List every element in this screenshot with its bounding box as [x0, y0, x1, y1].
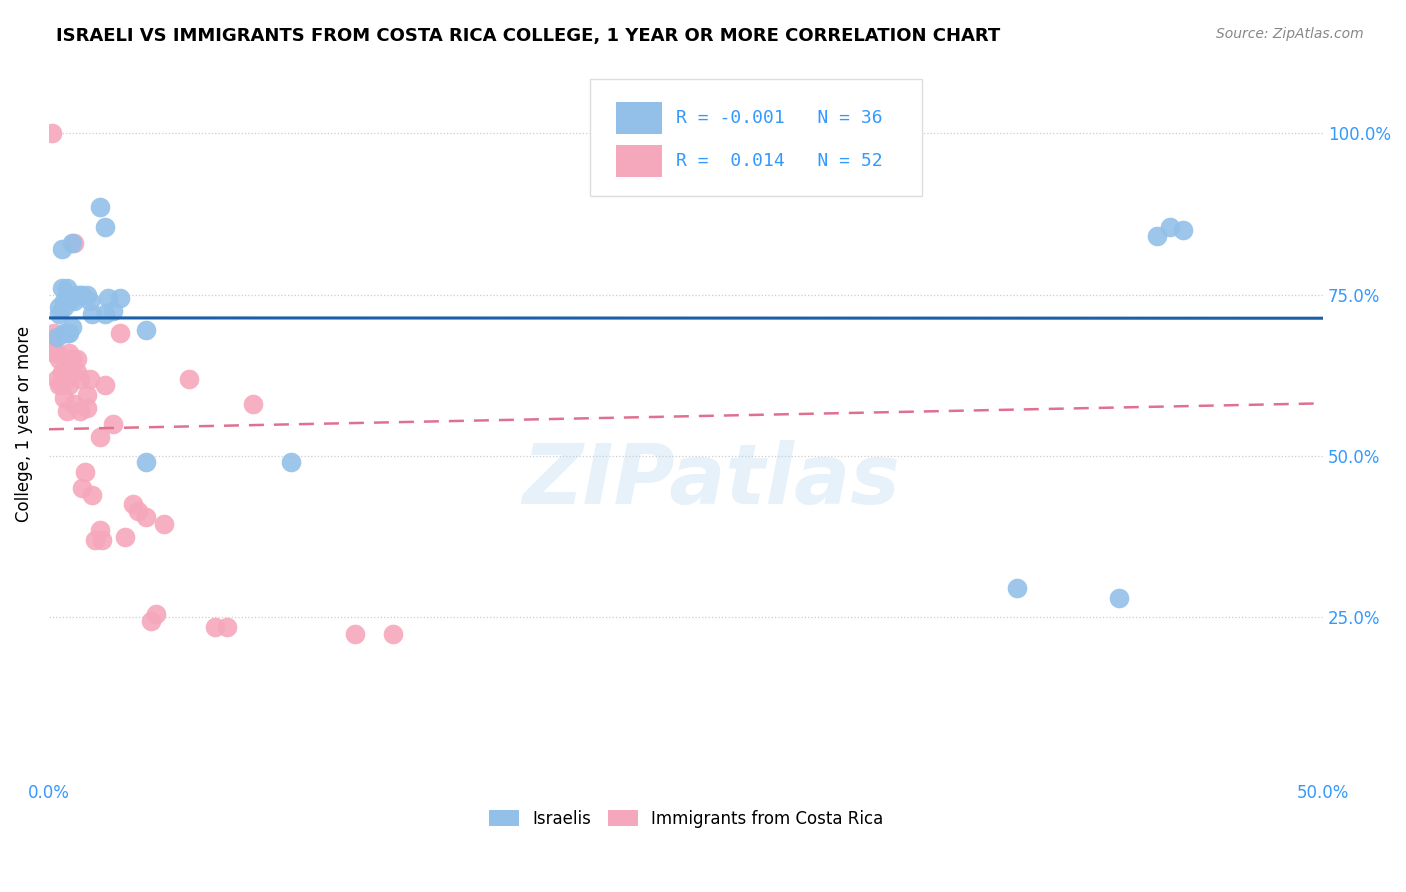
Point: [58, 378, 80, 392]
Point: [152, 516, 174, 531]
Text: R =  0.014   N = 52: R = 0.014 N = 52: [676, 152, 883, 169]
Point: [53, 293, 76, 308]
Point: [53, 365, 76, 379]
Point: [53, 375, 76, 389]
Point: [66, 352, 89, 367]
Point: [66, 365, 89, 379]
Point: [56, 326, 79, 341]
Point: [135, 455, 157, 469]
Point: [83, 533, 105, 547]
Point: [145, 607, 167, 622]
Point: [1108, 591, 1130, 606]
Point: [60, 235, 83, 250]
Point: [101, 303, 124, 318]
Point: [91, 533, 114, 547]
Point: [135, 323, 157, 337]
Point: [58, 293, 80, 308]
Text: R = -0.001   N = 36: R = -0.001 N = 36: [676, 109, 883, 128]
Point: [1146, 229, 1168, 244]
Point: [343, 626, 366, 640]
Point: [53, 301, 76, 315]
Point: [51, 378, 73, 392]
Point: [382, 626, 405, 640]
Point: [48, 352, 70, 367]
Point: [76, 287, 98, 301]
Point: [94, 307, 117, 321]
Point: [79, 293, 101, 308]
Point: [42, 326, 65, 341]
Point: [56, 404, 79, 418]
Point: [114, 530, 136, 544]
Point: [58, 359, 80, 373]
Point: [110, 291, 132, 305]
Point: [110, 326, 132, 341]
Point: [204, 620, 226, 634]
Point: [45, 345, 67, 359]
Point: [41, 339, 63, 353]
Point: [89, 523, 111, 537]
Point: [45, 371, 67, 385]
Legend: Israelis, Immigrants from Costa Rica: Israelis, Immigrants from Costa Rica: [482, 803, 890, 835]
Point: [179, 371, 201, 385]
Point: [69, 404, 91, 418]
Point: [280, 455, 302, 469]
Point: [139, 614, 162, 628]
Point: [41, 126, 63, 140]
Point: [1171, 223, 1194, 237]
Point: [56, 293, 79, 308]
Point: [70, 287, 93, 301]
Point: [82, 488, 104, 502]
Y-axis label: College, 1 year or more: College, 1 year or more: [15, 326, 32, 522]
Point: [51, 365, 73, 379]
Point: [76, 401, 98, 415]
Point: [101, 417, 124, 431]
Point: [135, 510, 157, 524]
Point: [63, 235, 86, 250]
Point: [97, 291, 120, 305]
Bar: [616, 145, 662, 177]
Point: [217, 620, 239, 634]
Point: [1159, 219, 1181, 234]
Point: [89, 200, 111, 214]
Point: [76, 387, 98, 401]
Point: [56, 365, 79, 379]
Point: [53, 391, 76, 405]
Point: [42, 345, 65, 359]
Point: [41, 333, 63, 347]
Point: [82, 307, 104, 321]
Point: [1007, 582, 1029, 596]
Point: [58, 345, 80, 359]
Point: [60, 352, 83, 367]
Point: [53, 326, 76, 341]
Point: [51, 281, 73, 295]
Point: [56, 281, 79, 295]
Point: [127, 504, 149, 518]
Point: [242, 397, 264, 411]
Point: [48, 378, 70, 392]
Point: [69, 287, 91, 301]
Point: [58, 326, 80, 341]
Point: [122, 498, 145, 512]
Point: [66, 287, 89, 301]
Text: Source: ZipAtlas.com: Source: ZipAtlas.com: [1216, 27, 1364, 41]
Point: [60, 319, 83, 334]
Point: [79, 371, 101, 385]
Point: [63, 397, 86, 411]
Point: [48, 301, 70, 315]
Point: [63, 293, 86, 308]
Point: [94, 378, 117, 392]
Point: [94, 219, 117, 234]
Text: ZIPatlas: ZIPatlas: [523, 440, 900, 521]
Point: [73, 465, 96, 479]
Point: [69, 371, 91, 385]
Bar: [616, 103, 662, 134]
Point: [45, 329, 67, 343]
Text: ISRAELI VS IMMIGRANTS FROM COSTA RICA COLLEGE, 1 YEAR OR MORE CORRELATION CHART: ISRAELI VS IMMIGRANTS FROM COSTA RICA CO…: [56, 27, 1001, 45]
Point: [51, 243, 73, 257]
Point: [48, 307, 70, 321]
Point: [89, 430, 111, 444]
Point: [70, 481, 93, 495]
FancyBboxPatch shape: [591, 79, 922, 196]
